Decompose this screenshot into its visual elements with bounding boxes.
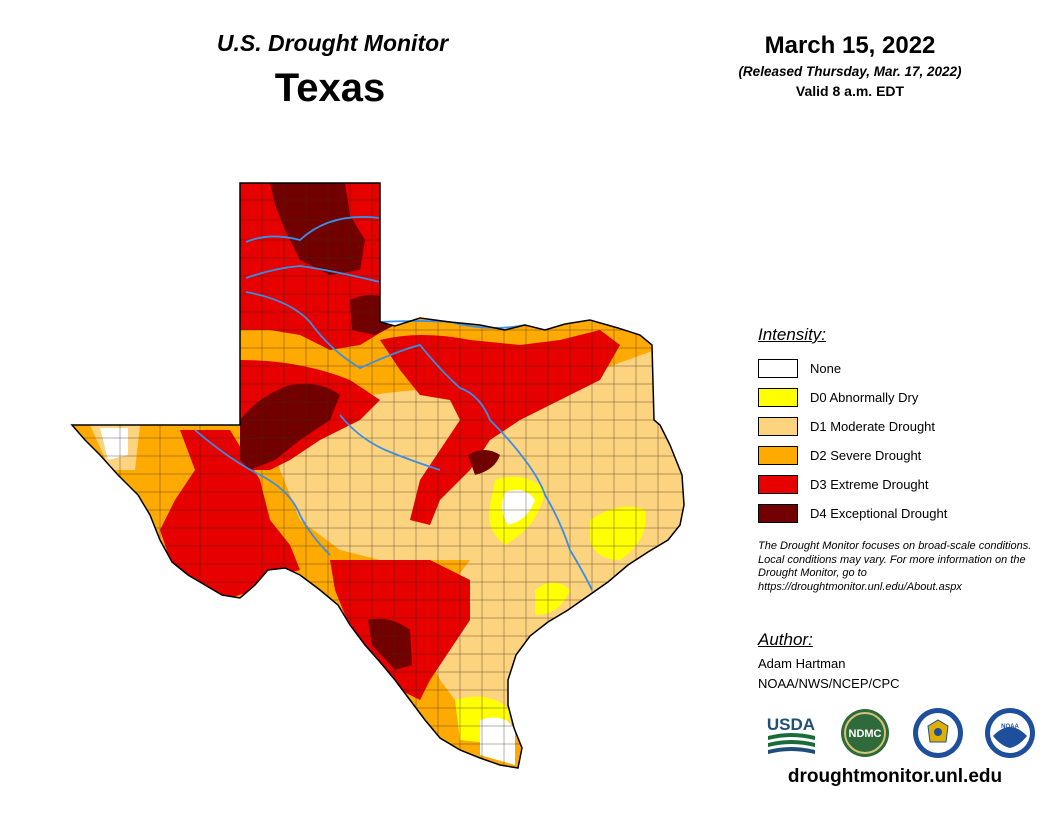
usda-logo-text: USDA — [767, 715, 815, 734]
state-title: Texas — [274, 66, 386, 110]
legend-title: Intensity: — [758, 325, 827, 344]
ndmc-logo: NDMC — [841, 709, 889, 757]
legend: None D0 Abnormally Dry D1 Moderate Droug… — [758, 354, 947, 528]
d4-west — [240, 383, 340, 470]
legend-swatch-d3 — [758, 475, 798, 494]
none-south — [480, 717, 515, 765]
legend-row-d0: D0 Abnormally Dry — [758, 383, 947, 412]
d0-coastal — [535, 582, 570, 615]
noaa-logo: NOAA — [985, 708, 1035, 758]
legend-swatch-none — [758, 359, 798, 378]
legend-row-d3: D3 Extreme Drought — [758, 470, 947, 499]
legend-label-d3: D3 Extreme Drought — [810, 477, 929, 492]
colorado-river — [339, 414, 441, 471]
release-date: (Released Thursday, Mar. 17, 2022) — [738, 64, 962, 79]
legend-label-d4: D4 Exceptional Drought — [810, 506, 948, 521]
canadian-river — [245, 216, 381, 243]
legend-row-d4: D4 Exceptional Drought — [758, 499, 947, 528]
disclaimer-note: The Drought Monitor focuses on broad-sca… — [758, 540, 1032, 593]
legend-label-d2: D2 Severe Drought — [810, 448, 922, 463]
d3-trans-pecos — [160, 430, 300, 598]
map-date: March 15, 2022 — [764, 32, 936, 59]
legend-swatch-d0 — [758, 388, 798, 407]
legend-row-d1: D1 Moderate Drought — [758, 412, 947, 441]
ndmc-logo-text: NDMC — [849, 728, 882, 740]
none-far-west — [100, 428, 128, 460]
date-block: March 15, 2022 (Released Thursday, Mar. … — [690, 32, 1010, 99]
d1-central — [270, 350, 684, 740]
website-url[interactable]: droughtmonitor.unl.edu — [787, 766, 1003, 787]
rivers — [194, 216, 593, 591]
noaa-logo-text: NOAA — [1001, 724, 1019, 730]
valid-time: Valid 8 a.m. EDT — [795, 83, 905, 99]
agency-logos: USDA NDMC NOAA — [767, 708, 1035, 758]
monitor-title: U.S. Drought Monitor — [216, 30, 449, 56]
legend-row-none: None — [758, 354, 947, 383]
d0-east — [590, 506, 646, 560]
usda-logo: USDA — [767, 715, 815, 754]
legend-swatch-d4 — [758, 504, 798, 523]
legend-swatch-d1 — [758, 417, 798, 436]
none-central — [502, 489, 535, 525]
author-title: Author: — [758, 630, 813, 649]
author-block: Adam Hartman NOAA/NWS/NCEP/CPC — [758, 656, 900, 691]
commerce-seal-logo — [913, 708, 963, 758]
legend-row-d2: D2 Severe Drought — [758, 441, 947, 470]
author-org: NOAA/NWS/NCEP/CPC — [758, 676, 900, 691]
d3-central-north — [380, 330, 620, 525]
author-name: Adam Hartman — [758, 656, 846, 671]
legend-label-none: None — [810, 361, 842, 376]
rio-grande-pecos — [194, 429, 331, 556]
red-river-north — [245, 265, 381, 283]
legend-label-d0: D0 Abnormally Dry — [810, 390, 919, 405]
legend-label-d1: D1 Moderate Drought — [810, 419, 936, 434]
brazos-river — [245, 291, 593, 591]
texas-drought-map — [71, 182, 685, 769]
legend-swatch-d2 — [758, 446, 798, 465]
d4-south — [368, 618, 412, 670]
d4-north-panhandle — [270, 183, 365, 275]
